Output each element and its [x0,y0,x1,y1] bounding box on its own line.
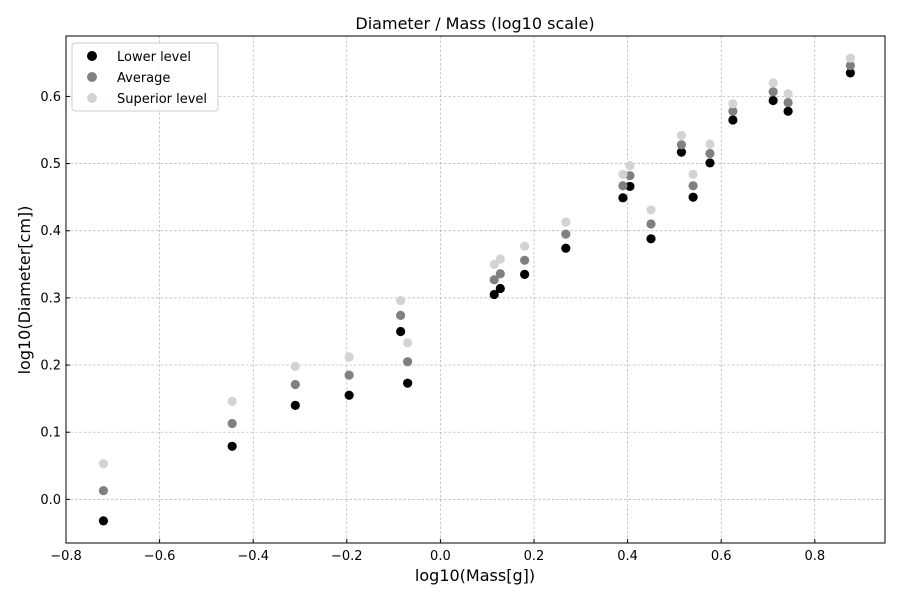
point-lower-level [227,441,237,451]
point-average [520,255,530,265]
point-superior-level [625,161,635,171]
point-superior-level [768,78,778,88]
point-average [783,97,793,108]
point-superior-level [396,295,406,306]
point-superior-level [618,169,628,179]
point-lower-level [688,192,698,202]
point-average [403,357,413,367]
point-lower-level [290,400,300,410]
point-average [227,418,237,429]
x-tick-label: 0.0 [430,549,451,564]
point-superior-level [98,459,109,469]
x-tick-label: 0.6 [711,549,732,564]
legend-label-average: Average [117,71,170,86]
point-superior-level [290,361,300,371]
point-average [705,148,715,159]
point-average [728,106,738,116]
legend-label-superior-level: Superior level [117,92,207,107]
point-superior-level [520,241,530,251]
point-average [344,370,354,380]
legend-marker-lower-level [87,51,97,61]
point-average [561,229,571,239]
point-average [676,140,687,150]
point-lower-level [845,68,855,78]
point-average [618,181,628,191]
y-tick-label: 0.0 [40,493,61,508]
point-lower-level [705,158,715,168]
x-axis-label: log10(Mass[g]) [415,566,535,585]
point-lower-level [618,193,628,203]
point-superior-level [344,352,354,362]
y-tick-label: 0.5 [40,157,61,172]
point-superior-level [728,99,738,109]
y-tick-label: 0.4 [40,224,61,239]
point-lower-level [495,283,505,294]
x-tick-label: 0.8 [804,549,825,564]
point-superior-level [845,53,855,63]
chart-title: Diameter / Mass (log10 scale) [355,14,594,33]
x-tick-label: 0.4 [617,549,638,564]
point-lower-level [728,115,738,125]
y-tick-label: 0.3 [40,291,61,306]
point-average [845,60,855,71]
y-tick-label: 0.2 [40,359,61,374]
point-lower-level [646,234,656,244]
point-superior-level [705,139,715,149]
point-lower-level [403,378,413,388]
point-average [688,181,698,191]
point-lower-level [561,243,571,253]
point-average [489,275,499,285]
x-tick-label: −0.6 [144,549,176,564]
point-superior-level [227,396,237,406]
point-lower-level [344,390,354,400]
legend-marker-average [87,72,97,82]
point-lower-level [625,181,635,192]
legend-label-lower-level: Lower level [117,50,191,65]
y-tick-label: 0.6 [40,90,61,105]
point-superior-level [783,89,793,99]
point-average [98,486,109,496]
x-tick-label: 0.2 [524,549,545,564]
point-superior-level [489,259,499,269]
point-superior-level [495,254,505,264]
axis-ticks: −0.8 −0.6 −0.4 −0.2 0.0 0.2 0.4 0.6 0.8 0.0 0.1 0.2… [40,90,825,564]
point-superior-level [676,130,687,140]
point-average [495,269,505,279]
legend-marker-superior-level [87,93,97,103]
point-average [625,171,635,181]
x-tick-label: −0.4 [237,549,269,564]
x-tick-label: −0.8 [50,549,82,564]
point-average [768,87,778,97]
legend-box [71,42,219,112]
x-tick-label: −0.2 [331,549,363,564]
point-lower-level [520,269,530,279]
point-lower-level [489,289,499,300]
point-superior-level [403,338,413,348]
y-axis-label: log10(Diameter[cm]) [15,206,34,375]
point-lower-level [98,516,109,526]
y-tick-label: 0.1 [40,426,61,441]
point-superior-level [688,169,698,179]
point-average [646,219,656,229]
point-superior-level [561,217,571,227]
data-points [98,53,855,526]
legend: Lower level Average Superior level [71,42,219,112]
point-average [290,379,300,390]
point-lower-level [396,326,406,337]
point-lower-level [676,147,687,157]
point-superior-level [646,205,656,215]
point-lower-level [768,95,778,106]
point-lower-level [783,106,793,116]
point-average [396,310,406,320]
plot-frame [65,35,886,544]
